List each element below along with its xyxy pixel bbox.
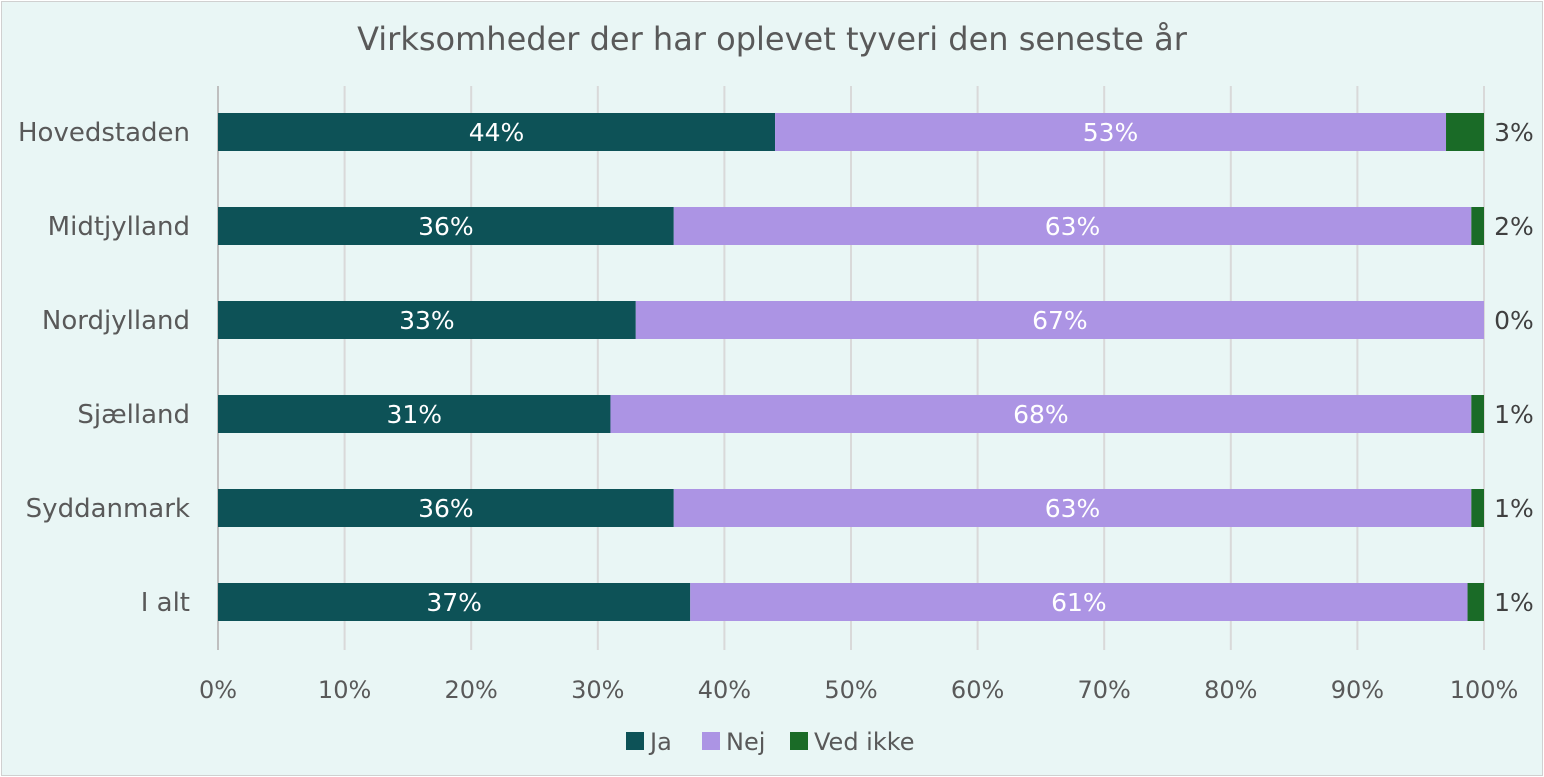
category-label: Nordjylland xyxy=(42,306,190,336)
data-label: 36% xyxy=(418,494,474,523)
category-label: Syddanmark xyxy=(26,494,190,524)
x-tick-label: 40% xyxy=(698,676,751,704)
bar-nej xyxy=(673,207,1472,245)
x-tick-label: 20% xyxy=(445,676,498,704)
x-tick-label: 100% xyxy=(1450,676,1519,704)
data-label: 33% xyxy=(399,306,455,335)
legend-swatch xyxy=(626,732,644,750)
legend-label: Ved ikke xyxy=(814,728,915,756)
category-label: Midtjylland xyxy=(48,212,190,242)
x-tick-label: 70% xyxy=(1078,676,1131,704)
legend-swatch xyxy=(790,732,808,750)
data-label: 37% xyxy=(426,588,482,617)
legend-label: Ja xyxy=(648,728,672,756)
bar-ja xyxy=(218,489,674,527)
x-tick-label: 30% xyxy=(571,676,624,704)
chart-title: Virksomheder der har oplevet tyveri den … xyxy=(357,20,1187,58)
x-tick-label: 0% xyxy=(199,676,237,704)
bar-nej xyxy=(673,489,1472,527)
x-tick-label: 50% xyxy=(824,676,877,704)
bar-ved-ikke xyxy=(1471,207,1484,245)
category-label: Sjælland xyxy=(77,400,190,430)
data-label: 1% xyxy=(1494,588,1534,617)
bar-ja xyxy=(218,301,636,339)
category-label: I alt xyxy=(141,588,190,618)
legend-swatch xyxy=(702,732,720,750)
data-label: 31% xyxy=(386,400,442,429)
x-tick-label: 10% xyxy=(318,676,371,704)
data-label: 63% xyxy=(1045,212,1101,241)
x-tick-label: 60% xyxy=(951,676,1004,704)
bar-ved-ikke xyxy=(1471,395,1484,433)
data-label: 61% xyxy=(1051,588,1107,617)
data-label: 3% xyxy=(1494,118,1534,147)
data-label: 1% xyxy=(1494,494,1534,523)
bar-ja xyxy=(218,583,691,621)
bar-ja xyxy=(218,207,674,245)
data-label: 53% xyxy=(1083,118,1139,147)
bar-ved-ikke xyxy=(1446,113,1484,151)
x-tick-label: 90% xyxy=(1331,676,1384,704)
data-label: 44% xyxy=(469,118,525,147)
bar-nej xyxy=(635,301,1484,339)
data-label: 0% xyxy=(1494,306,1534,335)
data-label: 1% xyxy=(1494,400,1534,429)
data-label: 68% xyxy=(1013,400,1069,429)
x-tick-label: 80% xyxy=(1204,676,1257,704)
bar-ja xyxy=(218,395,611,433)
bar-ved-ikke xyxy=(1467,583,1484,621)
data-label: 2% xyxy=(1494,212,1534,241)
data-label: 36% xyxy=(418,212,474,241)
bar-ved-ikke xyxy=(1471,489,1484,527)
category-label: Hovedstaden xyxy=(18,118,190,148)
data-label: 63% xyxy=(1045,494,1101,523)
bar-nej xyxy=(775,113,1447,151)
bar-ja xyxy=(218,113,776,151)
data-label: 67% xyxy=(1032,306,1088,335)
legend-label: Nej xyxy=(726,728,765,756)
bar-nej xyxy=(690,583,1468,621)
bar-nej xyxy=(610,395,1472,433)
